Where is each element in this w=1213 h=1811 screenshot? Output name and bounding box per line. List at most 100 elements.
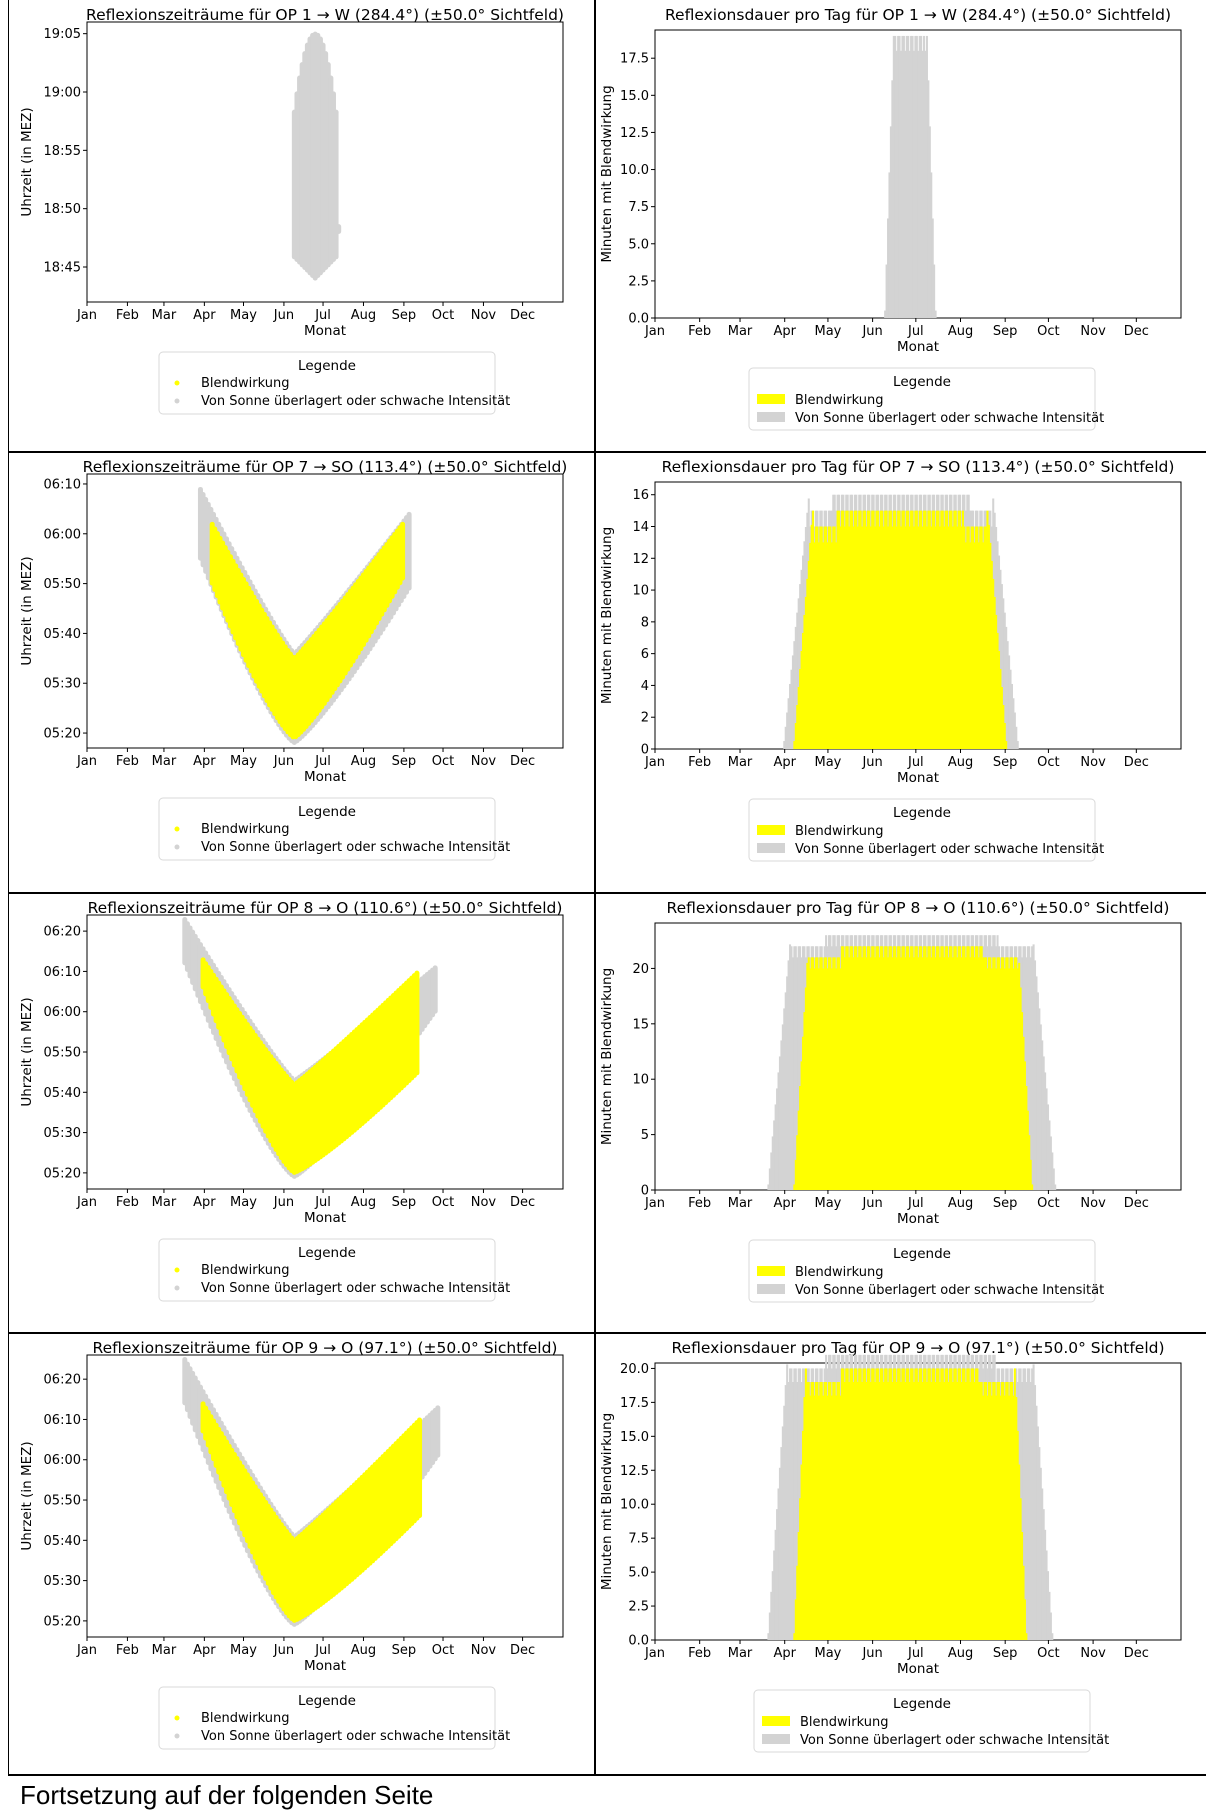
overlay-bars-bar: [774, 1529, 777, 1640]
glare-bars-bar: [866, 946, 869, 1190]
glare-bars-bar: [934, 957, 937, 1190]
glare-bars-bar: [908, 957, 911, 1190]
glare-bars-bar: [993, 957, 996, 1190]
glare-bars-bar: [800, 1061, 803, 1190]
glare-bars-bar: [862, 510, 865, 749]
x-tick-label: Dec: [510, 1643, 535, 1658]
glare-bars-bar: [892, 1368, 895, 1640]
x-tick-label: Nov: [471, 1195, 497, 1210]
glare-bars-bar: [897, 510, 900, 749]
legend-glare-marker: [174, 380, 180, 386]
overlay-bars-bar: [1048, 1591, 1051, 1640]
glare-bars-bar: [803, 1012, 806, 1190]
glare-bars-bar: [801, 1036, 805, 1190]
legend: Legende Blendwirkung Von Sonne überlagert …: [748, 1239, 1104, 1303]
overlay-bars-bar: [918, 35, 921, 319]
glare-bars-bar: [865, 526, 868, 749]
overlay-bars-bar: [794, 1368, 797, 1640]
overlay-bars-bar: [770, 1152, 773, 1190]
glare-bars-bar: [833, 526, 836, 749]
glare-bars-bar: [898, 946, 901, 1190]
row-divider: [9, 451, 1206, 453]
glare-bars-bar: [840, 1368, 843, 1640]
glare-bars-bar: [858, 946, 861, 1190]
glare-bars-bar: [879, 946, 882, 1190]
glare-bars-bar: [820, 1382, 823, 1640]
glare-bars-bar: [937, 1368, 940, 1640]
chart-grid: Reflexionszeiträume für OP 1 → W (284.4°…: [8, 0, 1206, 1776]
overlay-bars-bar: [1012, 698, 1015, 749]
x-tick-label: Dec: [1124, 755, 1149, 770]
glare-bars-bar: [797, 1110, 800, 1190]
overlay-bars-bar: [796, 957, 799, 1190]
y-tick-label: 05:30: [44, 1574, 81, 1589]
y-tick-label: 05:20: [44, 1614, 81, 1629]
legend-title: Legende: [298, 358, 356, 374]
glare-bars-bar: [881, 946, 884, 1190]
glare-bars-bar: [995, 614, 998, 749]
x-tick-label: Jun: [273, 308, 294, 323]
glare-bars-bar: [879, 510, 882, 749]
overlay-bars-bar: [1044, 1072, 1047, 1190]
glare-bars-bar: [814, 526, 818, 749]
chart-title: Reflexionszeiträume für OP 8 → O (110.6°…: [88, 899, 563, 917]
glare-bars-bar: [950, 510, 953, 749]
glare-bars-bar: [835, 968, 838, 1190]
overlay-bars-bar: [1013, 712, 1016, 749]
overlay-bars-bar: [898, 35, 901, 319]
glare-bars-bar: [823, 1382, 826, 1640]
x-tick-label: Apr: [193, 1195, 216, 1210]
glare-bars-bar: [977, 542, 980, 749]
glare-bars-bar: [842, 1368, 845, 1640]
overlay-bars-bar: [778, 1467, 781, 1640]
chart-title: Reflexionsdauer pro Tag für OP 7 → SO (1…: [662, 458, 1175, 476]
overlay-bars-bar: [923, 35, 926, 319]
glare-bars-bar: [1016, 1430, 1019, 1640]
overlay-bars-bar: [1051, 1633, 1054, 1640]
x-tick-label: Jun: [861, 1646, 882, 1661]
x-tick-label: Apr: [193, 308, 216, 323]
overlay-bars-bar: [1046, 1571, 1050, 1640]
overlay-bars-bar: [773, 1550, 776, 1640]
overlay-bars-bar: [1034, 960, 1037, 1190]
glare-bars-bar: [993, 596, 996, 749]
glare-bars-bar: [985, 1382, 988, 1640]
glare-bars-bar: [829, 526, 832, 749]
overlay-bars-bar: [924, 50, 927, 318]
x-tick-label: Nov: [471, 754, 497, 769]
glare-bars-bar: [858, 510, 861, 749]
glare-bars-bar: [950, 1368, 953, 1640]
glare-bars-bar: [874, 1382, 877, 1640]
x-tick-label: Nov: [1080, 324, 1106, 339]
glare-bars-bar: [852, 1382, 855, 1640]
glare-bars-bar: [910, 1368, 913, 1640]
glare-bars-bar: [941, 510, 944, 749]
glare-bars-bar: [796, 1135, 799, 1190]
overlay-bars-bar: [925, 35, 928, 319]
overlay-bars-bar: [1036, 992, 1039, 1190]
glare-bars-bar: [845, 510, 848, 749]
glare-bars-bar: [871, 946, 874, 1190]
overlay-bars-bar: [927, 80, 930, 318]
glare-bars-bar: [861, 1382, 864, 1640]
overlay-bars-bar: [776, 1088, 779, 1190]
glare-bars-bar: [793, 1633, 796, 1640]
overlay-bars-bar: [1029, 1382, 1032, 1640]
overlay-bars-bar: [1005, 626, 1008, 749]
glare-bars-bar: [948, 510, 952, 749]
glare-bars-bar: [872, 1368, 875, 1640]
glare-bars-bar: [999, 668, 1002, 749]
chart-svg: Reflexionszeiträume für OP 7 → SO (113.4…: [19, 458, 567, 861]
glare-bars-bar: [953, 946, 956, 1190]
glare-bars-bar: [796, 1565, 799, 1640]
glare-bars-bar: [914, 510, 917, 749]
glare-bars-bar: [840, 510, 843, 749]
glare-bars-bar: [894, 946, 897, 1190]
glare-bars-bar: [938, 957, 941, 1190]
glare-bars-bar: [997, 1382, 1001, 1640]
overlay-bars-bar: [907, 35, 910, 319]
glare-bars-bar: [868, 946, 871, 1190]
glare-bars-bar: [882, 957, 885, 1190]
overlay-bars-bar: [915, 35, 918, 319]
glare-bars-bar: [907, 946, 910, 1190]
